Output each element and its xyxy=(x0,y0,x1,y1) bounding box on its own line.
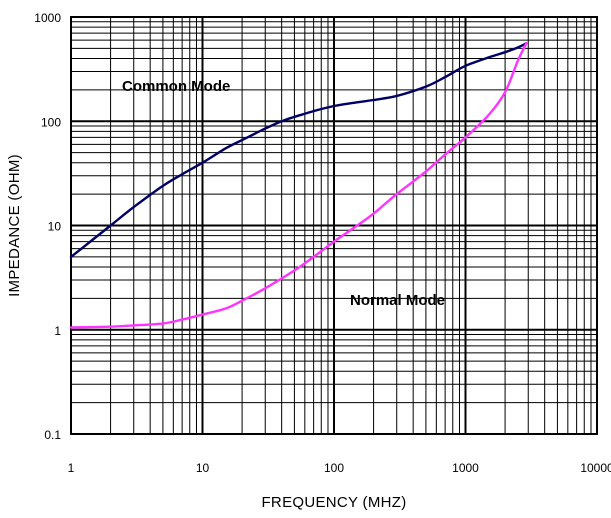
grid xyxy=(70,17,597,435)
x-tick-label: 1 xyxy=(68,461,75,475)
series-group xyxy=(69,42,528,329)
common-mode-series-line xyxy=(69,42,528,259)
common-mode-label: Common Mode xyxy=(122,78,230,95)
x-axis-title: FREQUENCY (MHZ) xyxy=(261,494,406,511)
x-tick-labels: 1 10 100 1000 10000 xyxy=(68,461,611,475)
y-axis-title: IMPEDANCE (OHM) xyxy=(6,154,23,297)
plot-frame xyxy=(70,16,598,435)
normal-mode-label: Normal Mode xyxy=(350,292,445,309)
y-tick-label: 1000 xyxy=(34,11,61,25)
x-tick-label: 100 xyxy=(324,461,344,475)
y-tick-labels: 0.1 1 10 100 1000 xyxy=(34,11,61,442)
normal-mode-series-line xyxy=(69,42,528,329)
x-tick-label: 10000 xyxy=(580,461,611,475)
y-tick-label: 10 xyxy=(48,220,62,234)
x-tick-label: 10 xyxy=(196,461,210,475)
y-tick-label: 100 xyxy=(41,115,61,129)
x-tick-label: 1000 xyxy=(452,461,479,475)
y-tick-label: 0.1 xyxy=(44,428,61,442)
y-tick-label: 1 xyxy=(54,324,61,338)
